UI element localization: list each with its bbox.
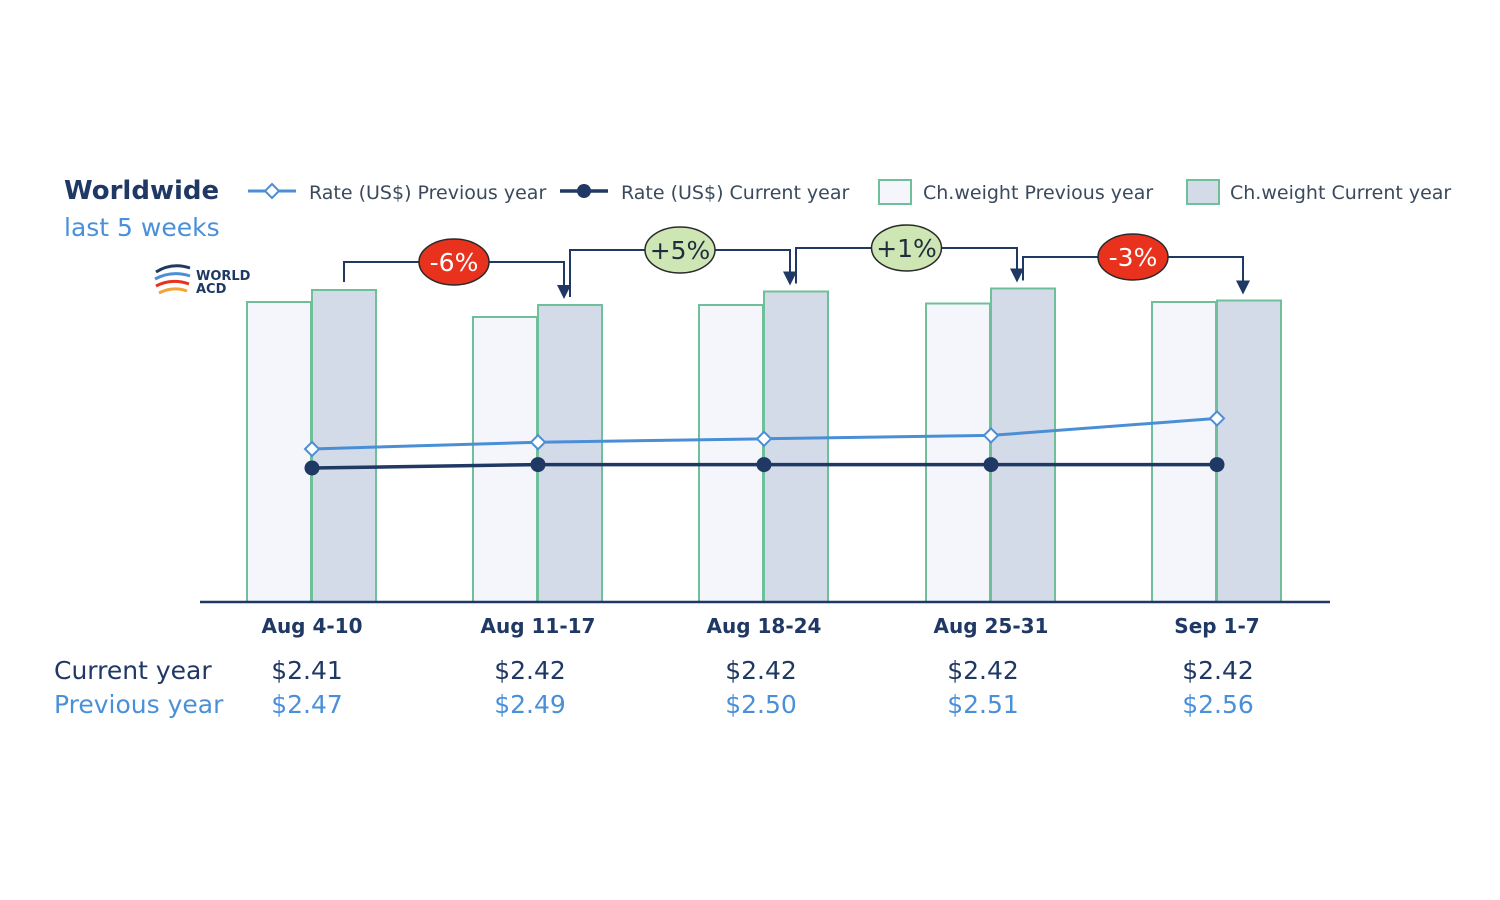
legend-diamond-icon	[263, 182, 281, 200]
point-cur-rate	[304, 460, 320, 476]
x-tick-label: Aug 4-10	[261, 614, 362, 638]
point-prev-rate	[1208, 409, 1226, 427]
point-prev-rate	[755, 430, 773, 448]
legend-dot-icon	[577, 184, 591, 198]
legend: Rate (US$) Previous year Rate (US$) Curre…	[248, 179, 1451, 205]
change-badge	[870, 224, 943, 272]
table-value-previous: $2.47	[271, 690, 343, 719]
bracket-arrow-icon	[557, 285, 571, 299]
bar-cur-weight	[990, 287, 1056, 603]
bar-prev-weight	[925, 302, 991, 603]
category-labels: Aug 4-10 Aug 11-17 Aug 18-24 Aug 25-31 Sep 1…	[261, 614, 1259, 638]
point-prev-rate	[303, 440, 321, 458]
rate-table: Current year Previous year $2.41 $2.42 $2.42…	[54, 656, 1254, 719]
x-tick-label: Aug 11-17	[481, 614, 596, 638]
bar-prev-weight	[698, 304, 764, 603]
chart-title: Worldwide	[64, 176, 219, 206]
change-brackets: -6% +5% +1% -3%	[343, 224, 1250, 299]
change-badge	[644, 226, 716, 274]
legend-label-cur-rate: Rate (US$) Current year	[621, 182, 850, 204]
bracket-arrow-icon	[1236, 280, 1250, 295]
point-cur-rate	[756, 457, 772, 473]
x-tick-label: Aug 25-31	[934, 614, 1049, 638]
rate-lines	[303, 409, 1226, 476]
bar-prev-weight	[1151, 301, 1217, 603]
bracket-arrow-icon	[1010, 268, 1024, 283]
logo-text-line1: WORLD	[196, 269, 251, 284]
bar-prev-weight	[472, 316, 538, 603]
table-value-previous: $2.49	[494, 690, 566, 719]
bracket-arrow-icon	[783, 271, 797, 286]
bars	[246, 287, 1282, 603]
change-badge-label: -6%	[430, 248, 479, 277]
point-cur-rate	[1209, 457, 1225, 473]
table-value-current: $2.42	[494, 656, 566, 685]
logo-globe-icon	[154, 264, 191, 295]
point-prev-rate	[529, 433, 547, 451]
logo-text-line2: ACD	[196, 282, 227, 297]
legend-label-cur-weight: Ch.weight Current year	[1230, 182, 1451, 204]
legend-label-prev-weight: Ch.weight Previous year	[923, 182, 1153, 204]
legend-swatch-prev-weight	[878, 179, 912, 205]
point-prev-rate	[982, 426, 1000, 444]
change-badge-label: -3%	[1109, 243, 1158, 272]
change-badge-label: +1%	[876, 234, 937, 263]
table-row-label-previous: Previous year	[54, 690, 224, 719]
change-badge	[418, 238, 490, 286]
bar-prev-weight	[246, 301, 312, 603]
table-value-current: $2.42	[1182, 656, 1254, 685]
x-tick-label: Aug 18-24	[707, 614, 822, 638]
table-value-current: $2.41	[271, 656, 343, 685]
bar-cur-weight	[763, 290, 829, 603]
table-value-previous: $2.51	[947, 690, 1019, 719]
point-cur-rate	[530, 457, 546, 473]
table-value-current: $2.42	[725, 656, 797, 685]
legend-swatch-cur-weight	[1186, 179, 1220, 205]
point-cur-rate	[983, 457, 999, 473]
chart-subtitle: last 5 weeks	[64, 213, 220, 242]
table-value-current: $2.42	[947, 656, 1019, 685]
legend-label-prev-rate: Rate (US$) Previous year	[309, 182, 546, 204]
table-row-label-current: Current year	[54, 656, 212, 685]
change-badge	[1097, 233, 1169, 281]
change-badge-label: +5%	[650, 236, 711, 265]
table-value-previous: $2.50	[725, 690, 797, 719]
bar-cur-weight	[1216, 299, 1282, 603]
bar-cur-weight	[537, 304, 603, 603]
table-value-previous: $2.56	[1182, 690, 1254, 719]
x-tick-label: Sep 1-7	[1174, 614, 1259, 638]
world-acd-logo: WORLD ACD	[154, 264, 251, 297]
